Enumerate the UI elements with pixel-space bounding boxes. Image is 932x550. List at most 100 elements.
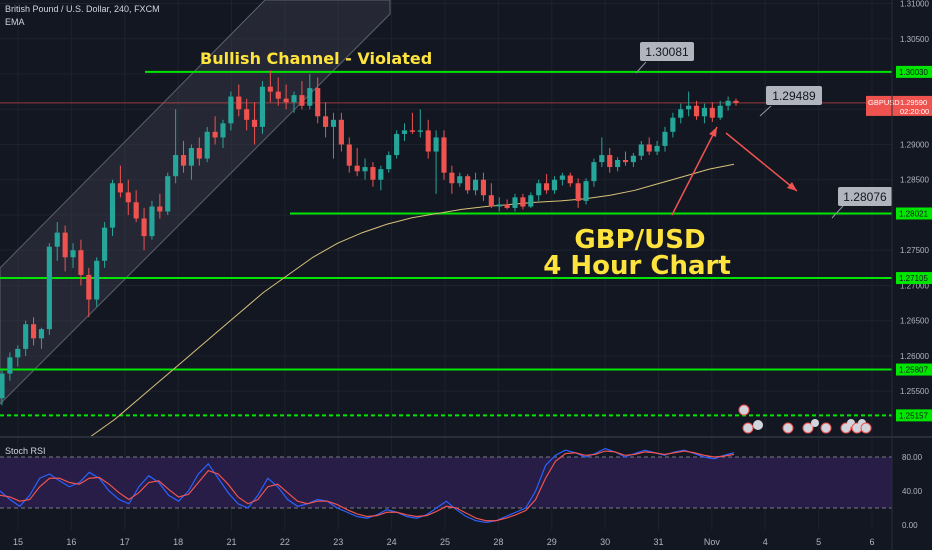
candle-body — [678, 109, 684, 118]
price-tick-label: 1.28500 — [900, 176, 929, 185]
candle-body — [0, 373, 5, 399]
candle-body — [670, 117, 676, 132]
price-tick-label: 1.27500 — [900, 246, 929, 255]
candle-body — [149, 206, 155, 237]
rsi-tick-label: 80.00 — [902, 453, 923, 462]
candle-body — [259, 86, 266, 127]
candle-body — [212, 131, 218, 138]
time-tick-label: 15 — [13, 537, 23, 547]
ema-polyline — [89, 163, 735, 438]
rsi-tick-label: 40.00 — [902, 487, 923, 496]
candle-body — [109, 183, 116, 228]
ema-legend: EMA — [5, 17, 25, 27]
level-badge-label: 1.25157 — [899, 411, 928, 420]
price-tick-label: 1.25500 — [900, 387, 929, 396]
time-tick-label: 16 — [66, 537, 76, 547]
ema-line — [89, 163, 735, 438]
rsi-band-fill — [0, 457, 892, 508]
candle-body — [370, 167, 376, 180]
callout-label: 1.28076 — [843, 190, 887, 204]
time-tick-label: 29 — [547, 537, 557, 547]
event-icons[interactable] — [738, 404, 872, 434]
candle-body — [646, 144, 652, 152]
candle-body — [362, 167, 368, 172]
candle-body — [496, 204, 502, 207]
stoch-rsi-d-line — [0, 450, 735, 522]
level-badge — [896, 207, 932, 220]
candle-body — [504, 204, 510, 208]
candle-body — [133, 202, 139, 219]
candle-body — [528, 195, 534, 207]
time-tick-label: 4 — [763, 537, 768, 547]
time-tick-label: 28 — [493, 537, 503, 547]
candle-body — [275, 91, 281, 99]
time-tick-label: 18 — [173, 537, 183, 547]
candle-body — [638, 144, 644, 156]
time-tick-label: 31 — [653, 537, 663, 547]
level-badge — [896, 409, 932, 422]
candle-body — [433, 137, 439, 152]
last-price-symbol: GBPUSD — [868, 98, 900, 107]
candle-body — [330, 119, 337, 127]
candle-body — [551, 179, 558, 191]
candle-body — [472, 179, 479, 191]
candle-body — [701, 107, 707, 117]
candle-body — [717, 105, 723, 118]
candle-body — [417, 130, 423, 132]
candle-body — [512, 197, 518, 208]
candle-body — [307, 88, 313, 106]
candle-body — [607, 155, 613, 168]
candle-body — [102, 227, 108, 261]
candle-body — [733, 100, 739, 103]
candle-body — [654, 145, 660, 152]
candle-body — [70, 250, 76, 258]
candle-body — [394, 133, 400, 156]
annotations: Bullish Channel - Violated GBP/USD 4 Hou… — [200, 49, 731, 281]
callout-label: 1.29489 — [772, 89, 816, 103]
candle-body — [220, 123, 226, 138]
candle-body — [465, 176, 471, 191]
candle-body — [338, 119, 344, 145]
candle-body — [23, 324, 29, 349]
candle-body — [567, 175, 573, 184]
candle-body — [54, 232, 60, 247]
candle-body — [315, 88, 321, 117]
candle-body — [725, 100, 731, 106]
candle-body — [536, 183, 542, 196]
candle-body — [441, 137, 447, 173]
candle-body — [251, 119, 258, 127]
time-tick-label: 17 — [120, 537, 130, 547]
candle-body — [62, 232, 68, 258]
candle-body — [686, 105, 692, 110]
time-tick-label: 21 — [226, 537, 236, 547]
candle-body — [165, 176, 171, 212]
candle-body — [662, 131, 668, 146]
stoch-rsi-label: Stoch RSI — [5, 446, 46, 456]
candle-body — [125, 192, 131, 203]
candle-body — [386, 155, 392, 170]
candle-body — [299, 95, 305, 106]
price-tick-label: 1.30500 — [900, 35, 929, 44]
chart-title-line2: 4 Hour Chart — [543, 251, 731, 281]
level-badge — [896, 363, 932, 376]
candle-body — [117, 183, 123, 193]
candle-body — [204, 131, 210, 159]
candle-body — [425, 130, 431, 152]
candle-body — [173, 155, 179, 177]
time-tick-label: 24 — [387, 537, 397, 547]
candle-body — [615, 159, 621, 168]
candle-body — [693, 105, 700, 117]
candle-body — [323, 116, 329, 127]
candle-body — [559, 175, 565, 180]
level-badge-label: 1.30030 — [899, 68, 928, 77]
candle-body — [141, 218, 147, 237]
time-tick-label: 30 — [600, 537, 610, 547]
candle-body — [520, 197, 526, 207]
candle-body — [86, 274, 92, 300]
candle-body — [38, 329, 45, 339]
time-tick-label: 23 — [333, 537, 343, 547]
candle-body — [31, 324, 37, 339]
candle-body — [591, 162, 597, 182]
time-tick-label: 6 — [869, 537, 874, 547]
